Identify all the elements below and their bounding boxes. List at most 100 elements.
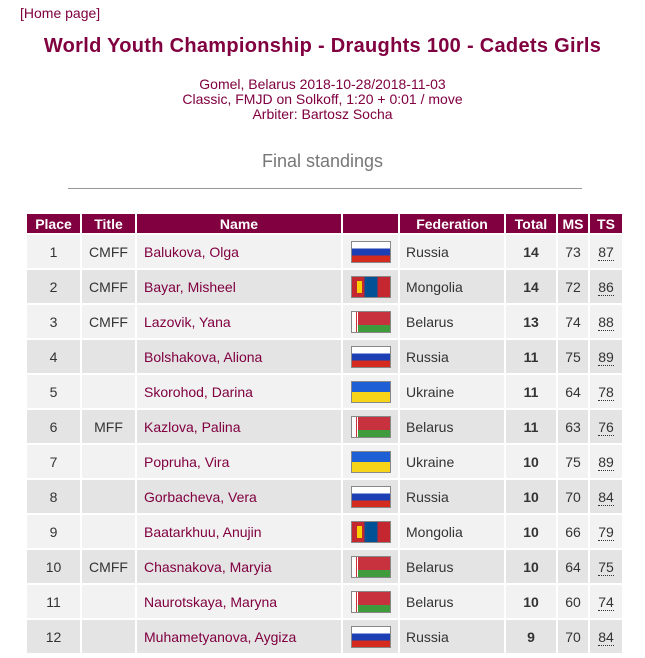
header-federation: Federation <box>400 214 504 233</box>
federation-cell: Belarus <box>400 410 504 443</box>
ts-link[interactable]: 76 <box>598 418 614 436</box>
belarus-flag-icon <box>350 555 391 578</box>
place-cell: 10 <box>27 550 80 583</box>
federation-cell: Russia <box>400 235 504 268</box>
table-row: 6 MFF Kazlova, Palina Belarus 11 63 76 <box>27 410 622 443</box>
ts-link[interactable]: 88 <box>598 313 614 331</box>
player-name-link[interactable]: Bolshakova, Aliona <box>137 340 341 373</box>
total-cell: 10 <box>506 480 556 513</box>
federation-cell: Russia <box>400 480 504 513</box>
place-cell: 8 <box>27 480 80 513</box>
ts-cell: 84 <box>590 480 622 513</box>
total-cell: 14 <box>506 235 556 268</box>
header-title: Title <box>82 214 135 233</box>
header-place: Place <box>27 214 80 233</box>
ms-cell: 73 <box>558 235 588 268</box>
section-title: Final standings <box>261 151 384 171</box>
ts-link[interactable]: 74 <box>598 593 614 611</box>
player-name-link[interactable]: Baatarkhuu, Anujin <box>137 515 341 548</box>
arbiter: Arbiter: Bartosz Socha <box>252 106 393 122</box>
place-cell: 9 <box>27 515 80 548</box>
tournament-info: Gomel, Belarus 2018-10-28/2018-11-03 Cla… <box>0 77 645 122</box>
player-name-link[interactable]: Balukova, Olga <box>137 235 341 268</box>
player-name-link[interactable]: Lazovik, Yana <box>137 305 341 338</box>
place-cell: 7 <box>27 445 80 478</box>
flag-cell <box>343 515 398 548</box>
ms-cell: 70 <box>558 480 588 513</box>
ts-cell: 87 <box>590 235 622 268</box>
belarus-flag-icon <box>350 415 391 438</box>
player-name-link[interactable]: Naurotskaya, Maryna <box>137 585 341 618</box>
player-name-link[interactable]: Bayar, Misheel <box>137 270 341 303</box>
ts-link[interactable]: 86 <box>598 278 614 296</box>
player-name-link[interactable]: Popruha, Vira <box>137 445 341 478</box>
title-cell: CMFF <box>82 550 135 583</box>
ms-cell: 64 <box>558 550 588 583</box>
title-cell: CMFF <box>82 305 135 338</box>
title-cell <box>82 375 135 408</box>
federation-cell: Belarus <box>400 550 504 583</box>
belarus-flag-icon <box>350 590 391 613</box>
ts-link[interactable]: 79 <box>598 523 614 541</box>
total-cell: 10 <box>506 445 556 478</box>
ts-cell: 86 <box>590 270 622 303</box>
ts-link[interactable]: 87 <box>598 243 614 261</box>
flag-cell <box>343 340 398 373</box>
standings-table: Place Title Name Federation Total MS TS … <box>25 212 624 655</box>
title-cell <box>82 620 135 653</box>
place-cell: 5 <box>27 375 80 408</box>
mongolia-flag-icon <box>350 520 391 543</box>
table-row: 8 Gorbacheva, Vera Russia 10 70 84 <box>27 480 622 513</box>
title-cell: CMFF <box>82 270 135 303</box>
ms-cell: 75 <box>558 340 588 373</box>
ms-cell: 60 <box>558 585 588 618</box>
ts-cell: 75 <box>590 550 622 583</box>
total-cell: 11 <box>506 410 556 443</box>
table-row: 10 CMFF Chasnakova, Maryia Belarus 10 64 75 <box>27 550 622 583</box>
belarus-flag-icon <box>350 310 391 333</box>
flag-cell <box>343 235 398 268</box>
federation-cell: Russia <box>400 620 504 653</box>
table-row: 7 Popruha, Vira Ukraine 10 75 89 <box>27 445 622 478</box>
header-ts: TS <box>590 214 622 233</box>
flag-cell <box>343 375 398 408</box>
ts-link[interactable]: 78 <box>598 383 614 401</box>
table-row: 4 Bolshakova, Aliona Russia 11 75 89 <box>27 340 622 373</box>
table-row: 1 CMFF Balukova, Olga Russia 14 73 87 <box>27 235 622 268</box>
ukraine-flag-icon <box>350 450 391 473</box>
ts-cell: 79 <box>590 515 622 548</box>
total-cell: 9 <box>506 620 556 653</box>
ts-link[interactable]: 84 <box>598 628 614 646</box>
player-name-link[interactable]: Chasnakova, Maryia <box>137 550 341 583</box>
home-page-link[interactable]: [Home page] <box>20 5 101 21</box>
table-row: 3 CMFF Lazovik, Yana Belarus 13 74 88 <box>27 305 622 338</box>
header-ms: MS <box>558 214 588 233</box>
header-row: Place Title Name Federation Total MS TS <box>27 214 622 233</box>
ts-cell: 78 <box>590 375 622 408</box>
title-cell <box>82 515 135 548</box>
place-cell: 1 <box>27 235 80 268</box>
player-name-link[interactable]: Gorbacheva, Vera <box>137 480 341 513</box>
title-cell: MFF <box>82 410 135 443</box>
place-cell: 6 <box>27 410 80 443</box>
ts-link[interactable]: 89 <box>598 453 614 471</box>
player-name-link[interactable]: Kazlova, Palina <box>137 410 341 443</box>
table-row: 5 Skorohod, Darina Ukraine 11 64 78 <box>27 375 622 408</box>
flag-cell <box>343 410 398 443</box>
ts-link[interactable]: 75 <box>598 558 614 576</box>
player-name-link[interactable]: Skorohod, Darina <box>137 375 341 408</box>
title-cell <box>82 340 135 373</box>
table-row: 11 Naurotskaya, Maryna Belarus 10 60 74 <box>27 585 622 618</box>
header-flag <box>343 214 398 233</box>
mongolia-flag-icon <box>350 275 391 298</box>
table-row: 9 Baatarkhuu, Anujin Mongolia 10 66 79 <box>27 515 622 548</box>
title-cell: CMFF <box>82 235 135 268</box>
player-name-link[interactable]: Muhametyanova, Aygiza <box>137 620 341 653</box>
flag-cell <box>343 620 398 653</box>
place-cell: 3 <box>27 305 80 338</box>
ts-link[interactable]: 89 <box>598 348 614 366</box>
ts-link[interactable]: 84 <box>598 488 614 506</box>
time-control: Classic, FMJD on Solkoff, 1:20 + 0:01 / … <box>182 91 463 107</box>
divider <box>68 188 582 189</box>
total-cell: 14 <box>506 270 556 303</box>
